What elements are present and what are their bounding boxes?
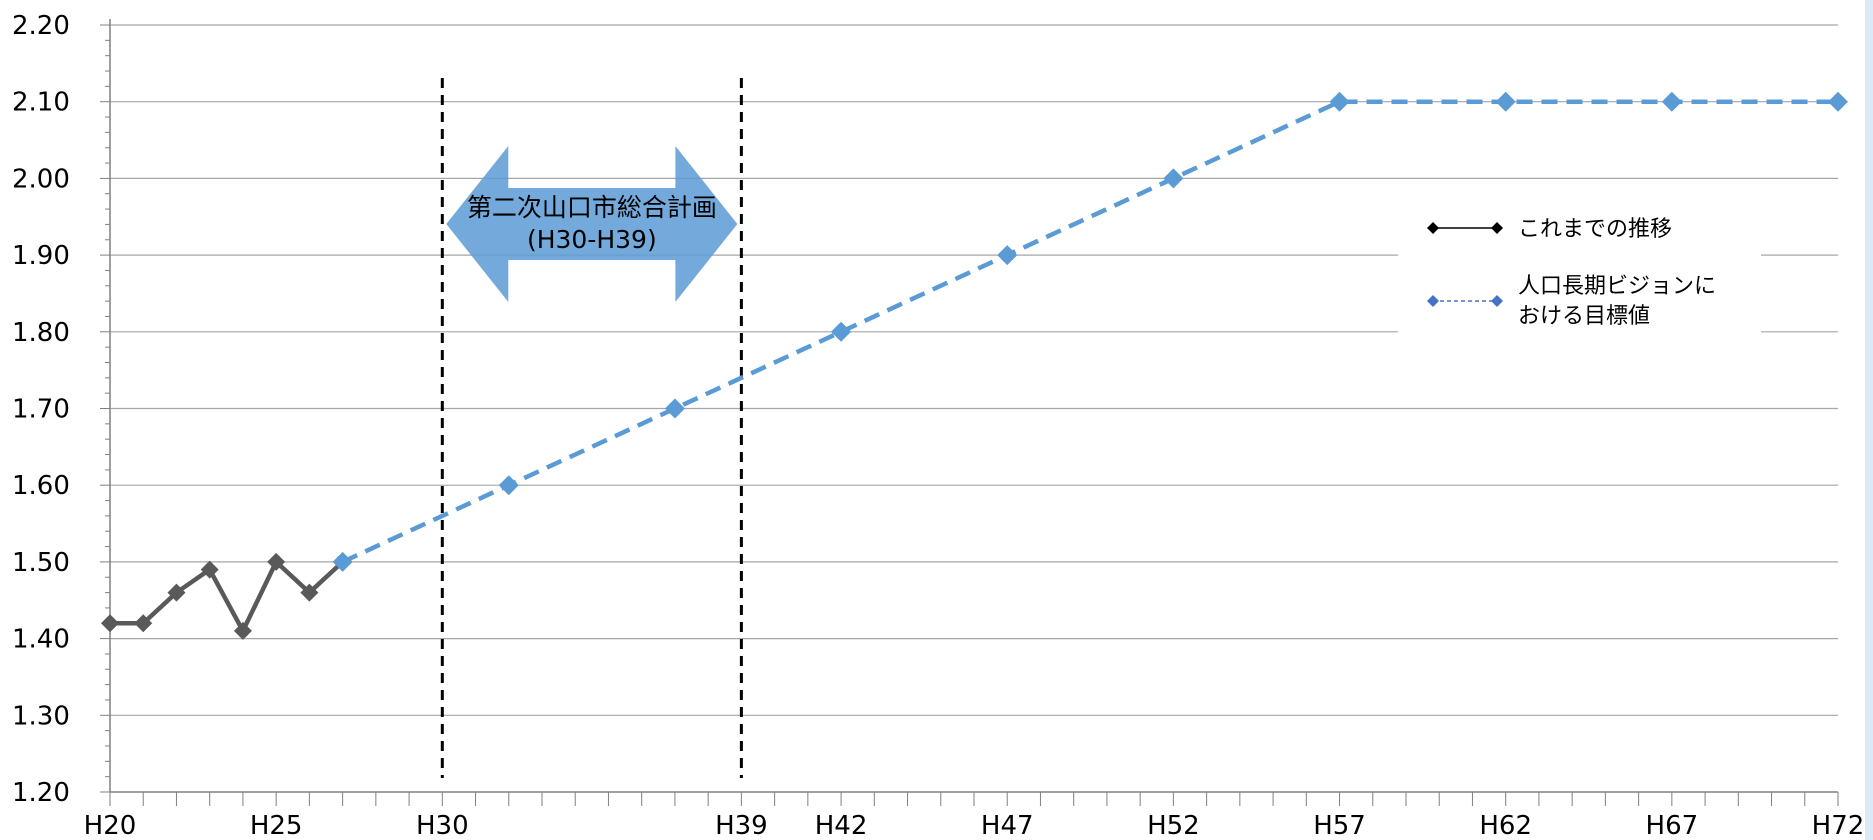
- double-arrow-icon: [446, 146, 738, 302]
- right-edge-strip: [1865, 0, 1873, 840]
- axes: 1.20 1.30 1.40 1.50 1.60 1.70 1.80 1.90 2.00 2.10…: [12, 11, 1864, 840]
- annotation-title: 第二次山口市総合計画: [467, 193, 717, 222]
- series-line-history: [110, 558, 345, 636]
- legend-marker-icon: [1491, 222, 1503, 234]
- x-tick-label: H39: [715, 811, 768, 840]
- data-point: [1495, 91, 1516, 112]
- legend-marker-icon: [1491, 295, 1503, 307]
- x-tick-label: H57: [1313, 811, 1366, 840]
- legend-background: [1398, 192, 1761, 334]
- x-tick-label: H67: [1646, 811, 1699, 840]
- y-tick-label: 1.30: [12, 701, 70, 731]
- legend-label-target-line1: 人口長期ビジョンに: [1518, 274, 1716, 299]
- data-point: [233, 621, 252, 640]
- data-point: [101, 614, 119, 633]
- data-point: [498, 475, 519, 496]
- data-point: [200, 560, 219, 579]
- y-tick-label: 2.00: [12, 164, 70, 194]
- data-point: [664, 398, 685, 419]
- reference-lines: [440, 78, 743, 778]
- y-tick-label: 1.80: [12, 318, 70, 348]
- data-series: [101, 91, 1848, 640]
- data-point: [167, 583, 186, 602]
- legend-marker-icon: [1427, 295, 1439, 307]
- data-point: [332, 551, 353, 572]
- y-tick-label: 1.60: [12, 471, 70, 501]
- y-tick-label: 2.10: [12, 88, 70, 118]
- y-tick-label: 1.20: [12, 778, 70, 808]
- x-tick-label: H62: [1479, 811, 1532, 840]
- data-point: [300, 583, 319, 602]
- x-tick-label: H72: [1812, 811, 1865, 840]
- y-tick-label: 1.50: [12, 548, 70, 578]
- y-tick-label: 1.90: [12, 241, 70, 271]
- x-tick-label: H25: [250, 811, 303, 840]
- annotation-period: (H30-H39): [527, 225, 657, 254]
- y-tick-label: 2.20: [12, 11, 70, 41]
- x-tick-label: H42: [815, 811, 868, 840]
- data-point: [831, 321, 852, 342]
- x-tick-label: H20: [84, 811, 137, 840]
- grid-lines: [110, 24, 1838, 716]
- data-point: [134, 614, 153, 633]
- x-tick-label: H52: [1147, 811, 1200, 840]
- data-point: [267, 552, 286, 571]
- data-point: [1661, 91, 1682, 112]
- legend: これまでの推移 人口長期ビジョンに おける目標値: [1398, 192, 1761, 334]
- x-tick-label: H30: [416, 811, 469, 840]
- data-point: [1329, 91, 1350, 112]
- y-tick-label: 1.40: [12, 625, 70, 655]
- data-point: [997, 245, 1018, 266]
- y-tick-label: 1.70: [12, 395, 70, 425]
- data-point: [1828, 91, 1848, 112]
- legend-label-history: これまでの推移: [1518, 217, 1672, 242]
- x-tick-label: H47: [981, 811, 1034, 840]
- data-point: [1163, 168, 1184, 189]
- plan-period-annotation: 第二次山口市総合計画 (H30-H39): [446, 146, 738, 302]
- legend-marker-icon: [1427, 222, 1439, 234]
- legend-label-target-line2: おける目標値: [1518, 304, 1650, 329]
